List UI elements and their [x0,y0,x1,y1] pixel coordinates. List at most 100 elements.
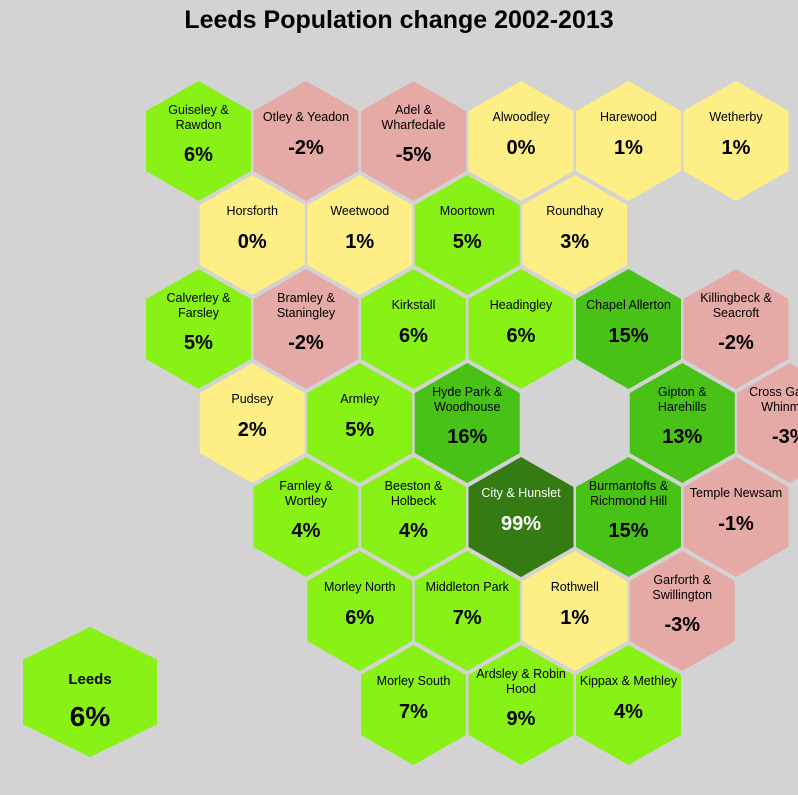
ward-value: -1% [718,513,754,535]
hex-shape [576,81,681,201]
ward-value: 6% [184,144,213,166]
hex-shape [199,175,305,295]
ward-name-line: Guiseley & [168,103,229,117]
ward-name-line: Staningley [277,306,336,320]
hex-shape [361,645,466,765]
ward-name-line: Gipton & [658,385,707,399]
ward-hex-armley: Armley 5% [307,363,413,483]
ward-name-line: Armley [340,392,380,406]
ward-hex-middleton-park: Middleton Park 7% [414,551,520,671]
ward-value: 6% [399,325,428,347]
hex-shape [361,457,466,577]
ward-name-line: Richmond Hill [590,494,667,508]
ward-value: 15% [608,325,648,347]
summary-name: Leeds [68,671,111,688]
ward-value: -3% [664,614,700,636]
hex-shape [522,551,628,671]
ward-hex-harewood: Harewood 1% [576,81,681,201]
ward-hex-weetwood: Weetwood 1% [307,175,413,295]
ward-hex-morley-south: Morley South 7% [361,645,466,765]
ward-name-line: Whinmoor [761,400,798,414]
ward-value: 3% [560,231,589,253]
ward-name-line: Wharfedale [382,118,446,132]
ward-name-line: City & Hunslet [481,486,561,500]
ward-value: 4% [614,701,643,723]
ward-hex-otley-and-yeadon: Otley & Yeadon -2% [253,81,359,201]
ward-value: 99% [501,513,541,535]
ward-name-line: Burmantofts & [589,479,669,493]
hex-shape [361,269,466,389]
hex-shape [629,551,735,671]
ward-value: 16% [447,426,487,448]
ward-name-line: Moortown [440,204,495,218]
ward-value: 1% [345,231,374,253]
ward-hex-burmantofts-and-richmond-hill: Burmantofts &Richmond Hill 15% [576,457,681,577]
ward-name-line: Rothwell [551,580,599,594]
hex-shape [629,363,735,483]
ward-name-line: Wetherby [709,110,763,124]
ward-name-line: Woodhouse [434,400,501,414]
hex-shape [414,363,520,483]
ward-value: -5% [396,144,432,166]
hex-shape [468,457,574,577]
hex-shape [576,645,681,765]
ward-hex-adel-and-wharfedale: Adel &Wharfedale -5% [361,81,466,201]
ward-value: 2% [238,419,267,441]
ward-name-line: Seacroft [713,306,760,320]
ward-value: 1% [560,607,589,629]
ward-hex-chapel-allerton: Chapel Allerton 15% [576,269,681,389]
hex-shape [307,175,413,295]
ward-hex-pudsey: Pudsey 2% [199,363,305,483]
ward-hex-guiseley-and-rawdon: Guiseley &Rawdon 6% [146,81,251,201]
ward-name-line: Middleton Park [426,580,510,594]
ward-name-line: Cross Gates & [749,385,798,399]
ward-hex-beeston-and-holbeck: Beeston &Holbeck 4% [361,457,466,577]
ward-hex-moortown: Moortown 5% [414,175,520,295]
ward-hex-cross-gates-and-whinmoor: Cross Gates &Whinmoor -3% [737,363,798,483]
ward-hex-headingley: Headingley 6% [468,269,574,389]
ward-name-line: Ardsley & Robin [476,667,566,681]
ward-value: 7% [453,607,482,629]
ward-value: 1% [614,137,643,159]
ward-name-line: Harehills [658,400,707,414]
ward-value: 0% [507,137,536,159]
ward-value: -2% [288,137,324,159]
ward-hex-wetherby: Wetherby 1% [683,81,789,201]
ward-hex-roundhay: Roundhay 3% [522,175,628,295]
ward-name-line: Beeston & [385,479,443,493]
ward-name-line: Headingley [490,298,553,312]
ward-name-line: Rawdon [176,118,222,132]
ward-value: 6% [507,325,536,347]
ward-hex-hyde-park-and-woodhouse: Hyde Park &Woodhouse 16% [414,363,520,483]
ward-value: 15% [608,520,648,542]
hex-shape [576,457,681,577]
ward-value: 7% [399,701,428,723]
hex-shape [307,551,413,671]
hex-shape [414,175,520,295]
ward-name-line: Roundhay [546,204,604,218]
ward-name-line: Alwoodley [493,110,551,124]
ward-value: -2% [718,332,754,354]
hex-shape [683,457,789,577]
ward-hex-kirkstall: Kirkstall 6% [361,269,466,389]
ward-hex-city-and-hunslet: City & Hunslet 99% [468,457,574,577]
ward-value: 4% [399,520,428,542]
ward-name-line: Kirkstall [392,298,436,312]
hex-shape [253,457,359,577]
ward-hex-temple-newsam: Temple Newsam -1% [683,457,789,577]
ward-name-line: Pudsey [231,392,273,406]
ward-value: 9% [507,708,536,730]
summary-hex-shape [23,627,157,757]
ward-name-line: Chapel Allerton [586,298,671,312]
ward-name-line: Temple Newsam [690,486,782,500]
hex-shape [307,363,413,483]
hex-shape [146,269,251,389]
ward-value: 13% [662,426,702,448]
ward-value: 5% [453,231,482,253]
ward-name-line: Weetwood [330,204,389,218]
hex-shape [683,269,789,389]
summary-value: 6% [70,701,111,732]
ward-name-line: Bramley & [277,291,335,305]
